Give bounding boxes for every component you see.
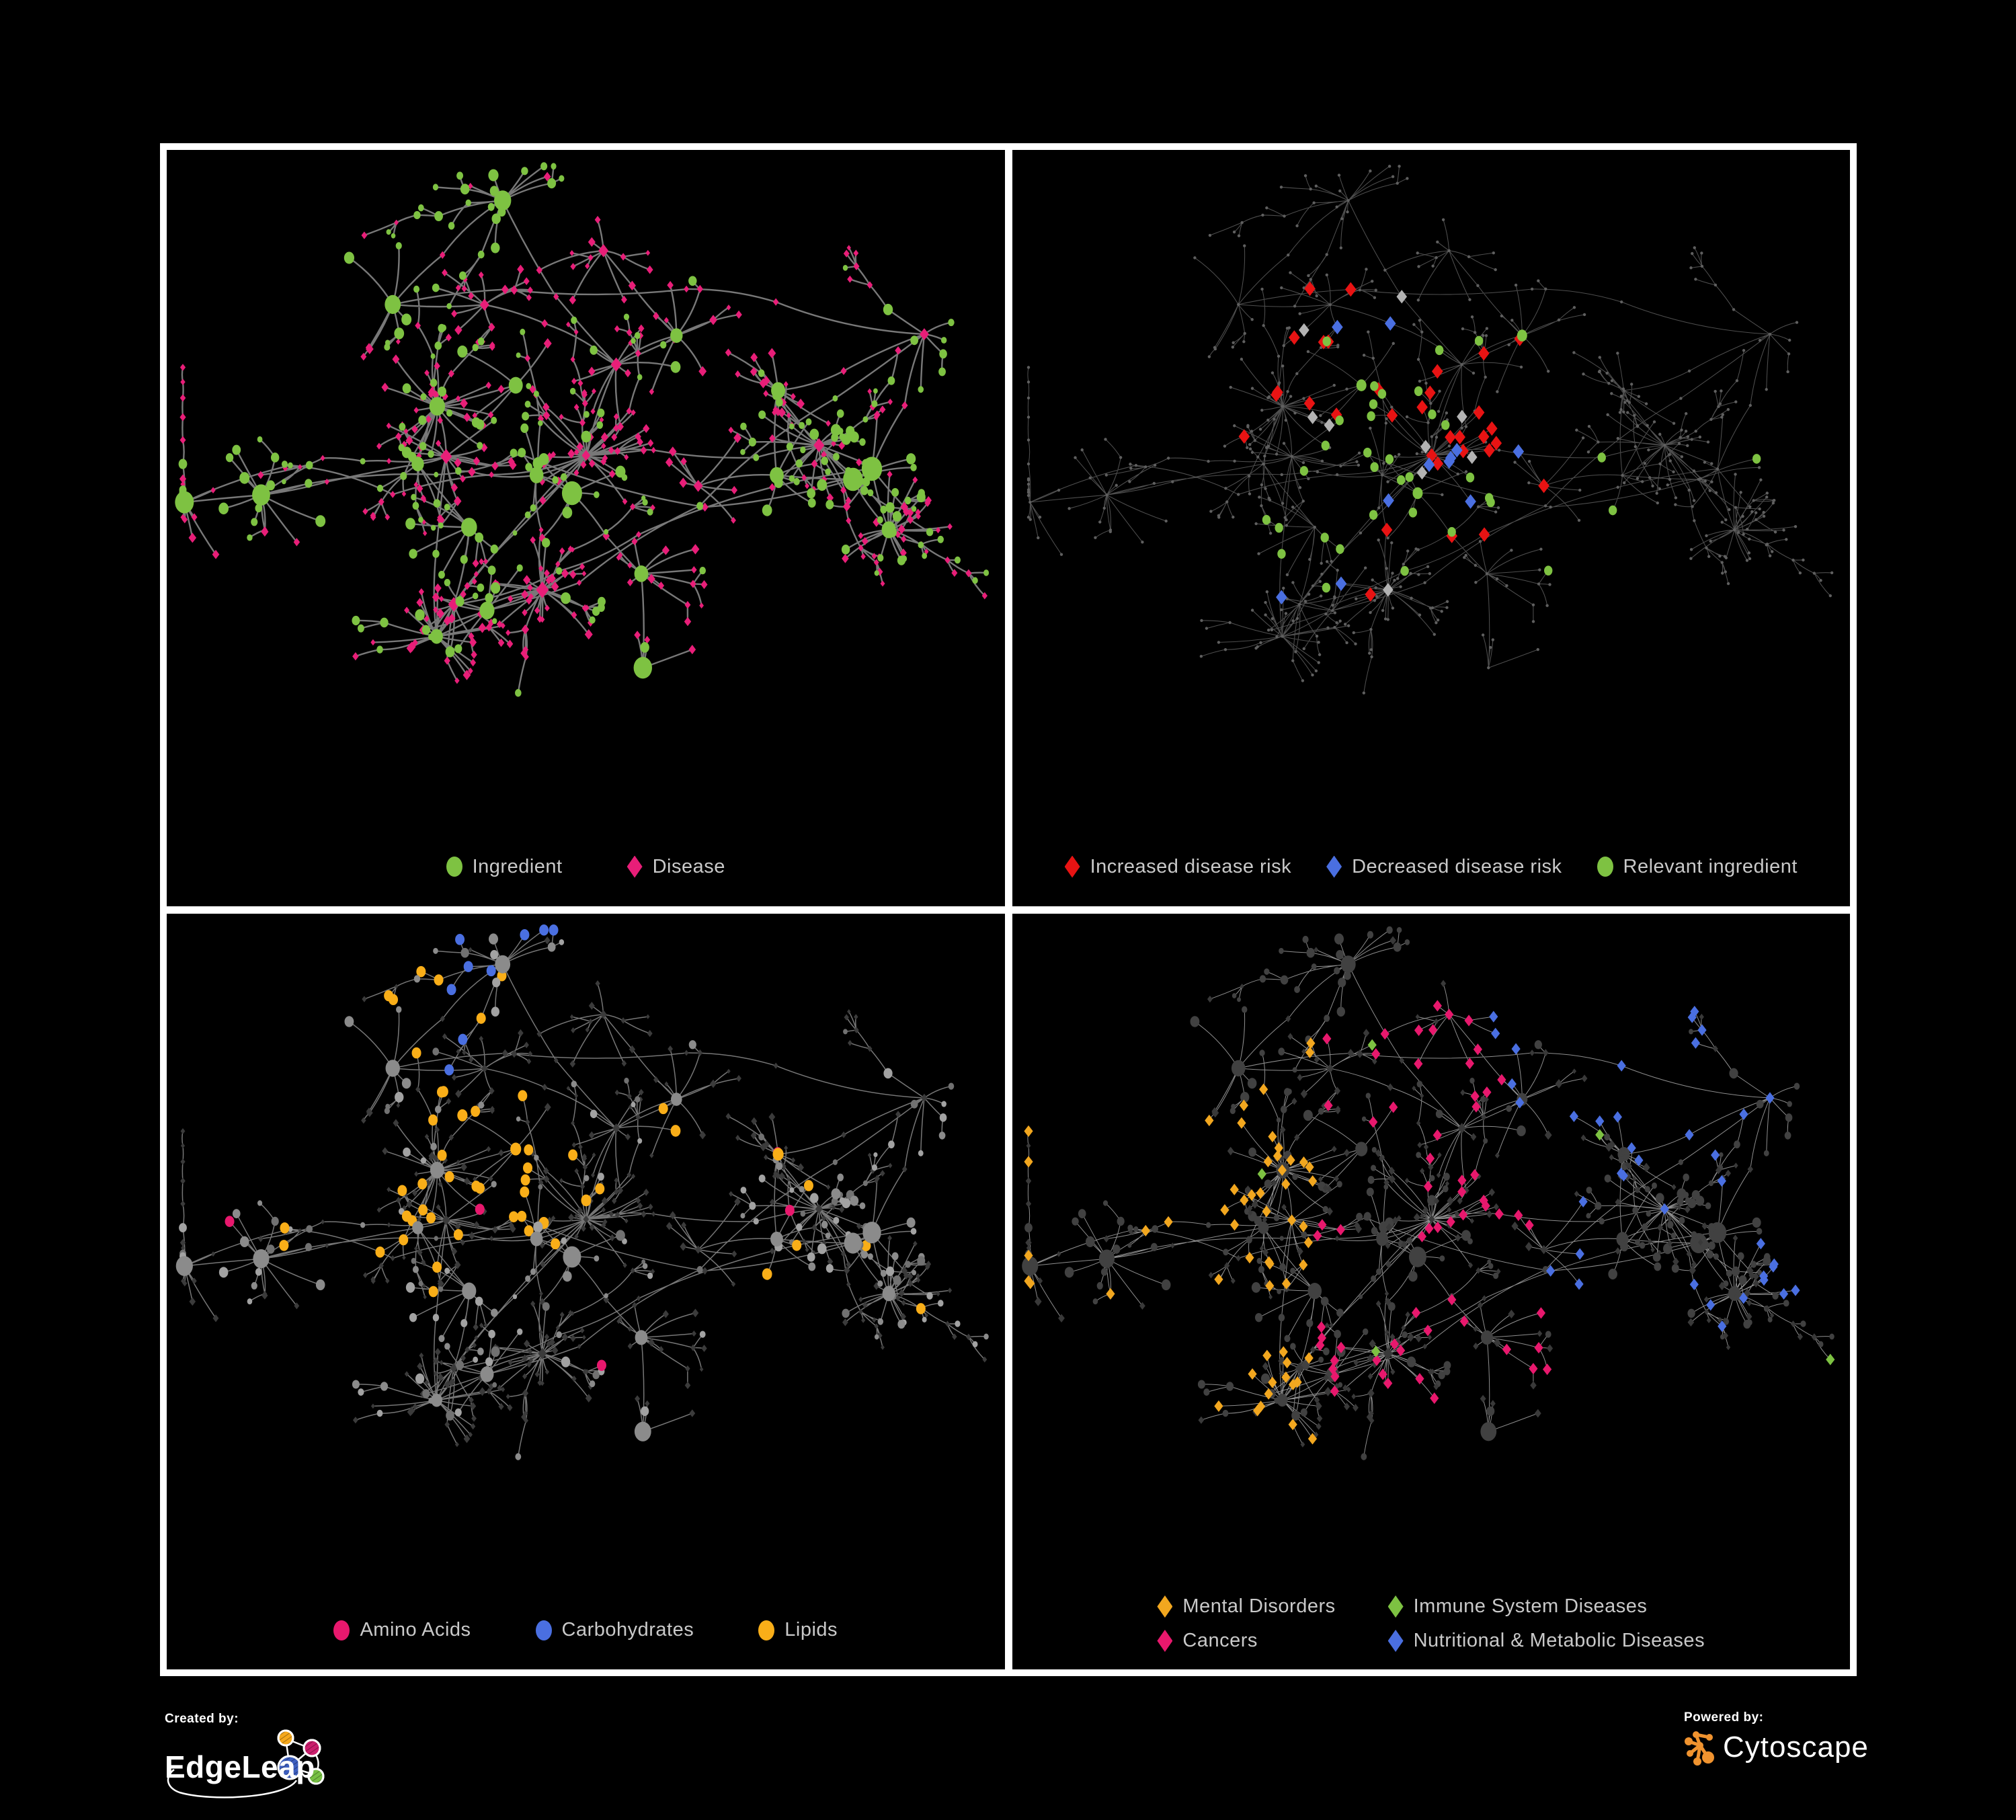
network-canvas-disease-risk [1012, 150, 1851, 814]
carbohydrates-circle-icon [535, 1620, 552, 1640]
network-svg [1026, 165, 1833, 695]
network-canvas-nutrient-classes [167, 914, 1005, 1578]
legend-label: Ingredient [472, 855, 563, 877]
panel-grid: Ingredient Disease Increased disease ris… [160, 143, 1857, 1676]
legend-label: Mental Disorders [1182, 1595, 1336, 1617]
legend-label: Nutritional & Metabolic Diseases [1413, 1630, 1705, 1651]
legend-item: Increased disease risk [1064, 855, 1292, 878]
decreased-risk-diamond-icon [1326, 855, 1342, 878]
legend-item: Nutritional & Metabolic Diseases [1387, 1630, 1705, 1652]
legend-item: Amino Acids [333, 1619, 471, 1641]
legend-label: Relevant ingredient [1623, 855, 1798, 877]
immune-system-diamond-icon [1387, 1595, 1404, 1618]
cytoscape-wordmark: Cytoscape [1723, 1731, 1869, 1764]
panel-disease-categories: Mental Disorders Immune System Diseases … [1012, 913, 1851, 1669]
created-by-label: Created by: [165, 1712, 239, 1726]
legend-label: Amino Acids [360, 1619, 471, 1640]
legend-item: Cancers [1157, 1630, 1335, 1652]
legend-label: Cancers [1182, 1630, 1258, 1651]
legend-label: Increased disease risk [1090, 855, 1292, 877]
legend-label: Immune System Diseases [1413, 1595, 1648, 1617]
legend-label: Lipids [784, 1619, 838, 1640]
legend-item: Lipids [758, 1619, 838, 1641]
network-svg [175, 924, 989, 1460]
relevant-ingredient-circle-icon [1597, 857, 1613, 877]
legend-item: Carbohydrates [535, 1619, 694, 1641]
disease-diamond-icon [627, 855, 643, 878]
legend-nutrient-classes: Amino Acids Carbohydrates Lipids [167, 1619, 1005, 1641]
legend-item: Decreased disease risk [1326, 855, 1562, 878]
network-canvas-ingredient-disease [167, 150, 1005, 814]
mental-disorders-diamond-icon [1157, 1595, 1173, 1618]
legend-disease-categories: Mental Disorders Immune System Diseases … [1012, 1595, 1851, 1652]
edgeleap-credit: Created by: Edge [165, 1712, 387, 1799]
lipids-circle-icon [758, 1620, 775, 1640]
network-svg [175, 162, 990, 697]
network-svg [1021, 926, 1834, 1460]
edgeleap-logo-icon: EdgeLeap [165, 1729, 325, 1798]
cytoscape-credit: Powered by: Cytoscape [1684, 1710, 1886, 1784]
legend-ingredient-disease: Ingredient Disease [167, 855, 1005, 878]
network-canvas-disease-categories [1012, 914, 1851, 1578]
panel-nutrient-classes: Amino Acids Carbohydrates Lipids [167, 913, 1005, 1669]
legend-item: Immune System Diseases [1387, 1595, 1705, 1618]
panel-ingredient-disease: Ingredient Disease [167, 150, 1005, 906]
cancers-diamond-icon [1157, 1630, 1173, 1652]
legend-disease-risk: Increased disease risk Decreased disease… [1012, 855, 1851, 878]
ingredient-circle-icon [446, 857, 462, 877]
legend-item: Mental Disorders [1157, 1595, 1335, 1618]
cytoscape-logo-icon [1685, 1731, 1714, 1766]
legend-label: Disease [652, 855, 725, 877]
legend-item: Ingredient [446, 856, 563, 878]
nutritional-metabolic-diamond-icon [1387, 1630, 1404, 1652]
amino-acids-circle-icon [333, 1620, 350, 1640]
legend-item: Relevant ingredient [1597, 856, 1798, 878]
edgeleap-wordmark: EdgeLeap [165, 1749, 315, 1784]
legend-label: Carbohydrates [561, 1619, 694, 1640]
increased-risk-diamond-icon [1064, 855, 1080, 878]
powered-by-label: Powered by: [1684, 1710, 1764, 1725]
panel-disease-risk: Increased disease risk Decreased disease… [1012, 150, 1851, 906]
legend-item: Disease [627, 855, 725, 878]
legend-label: Decreased disease risk [1352, 855, 1562, 877]
